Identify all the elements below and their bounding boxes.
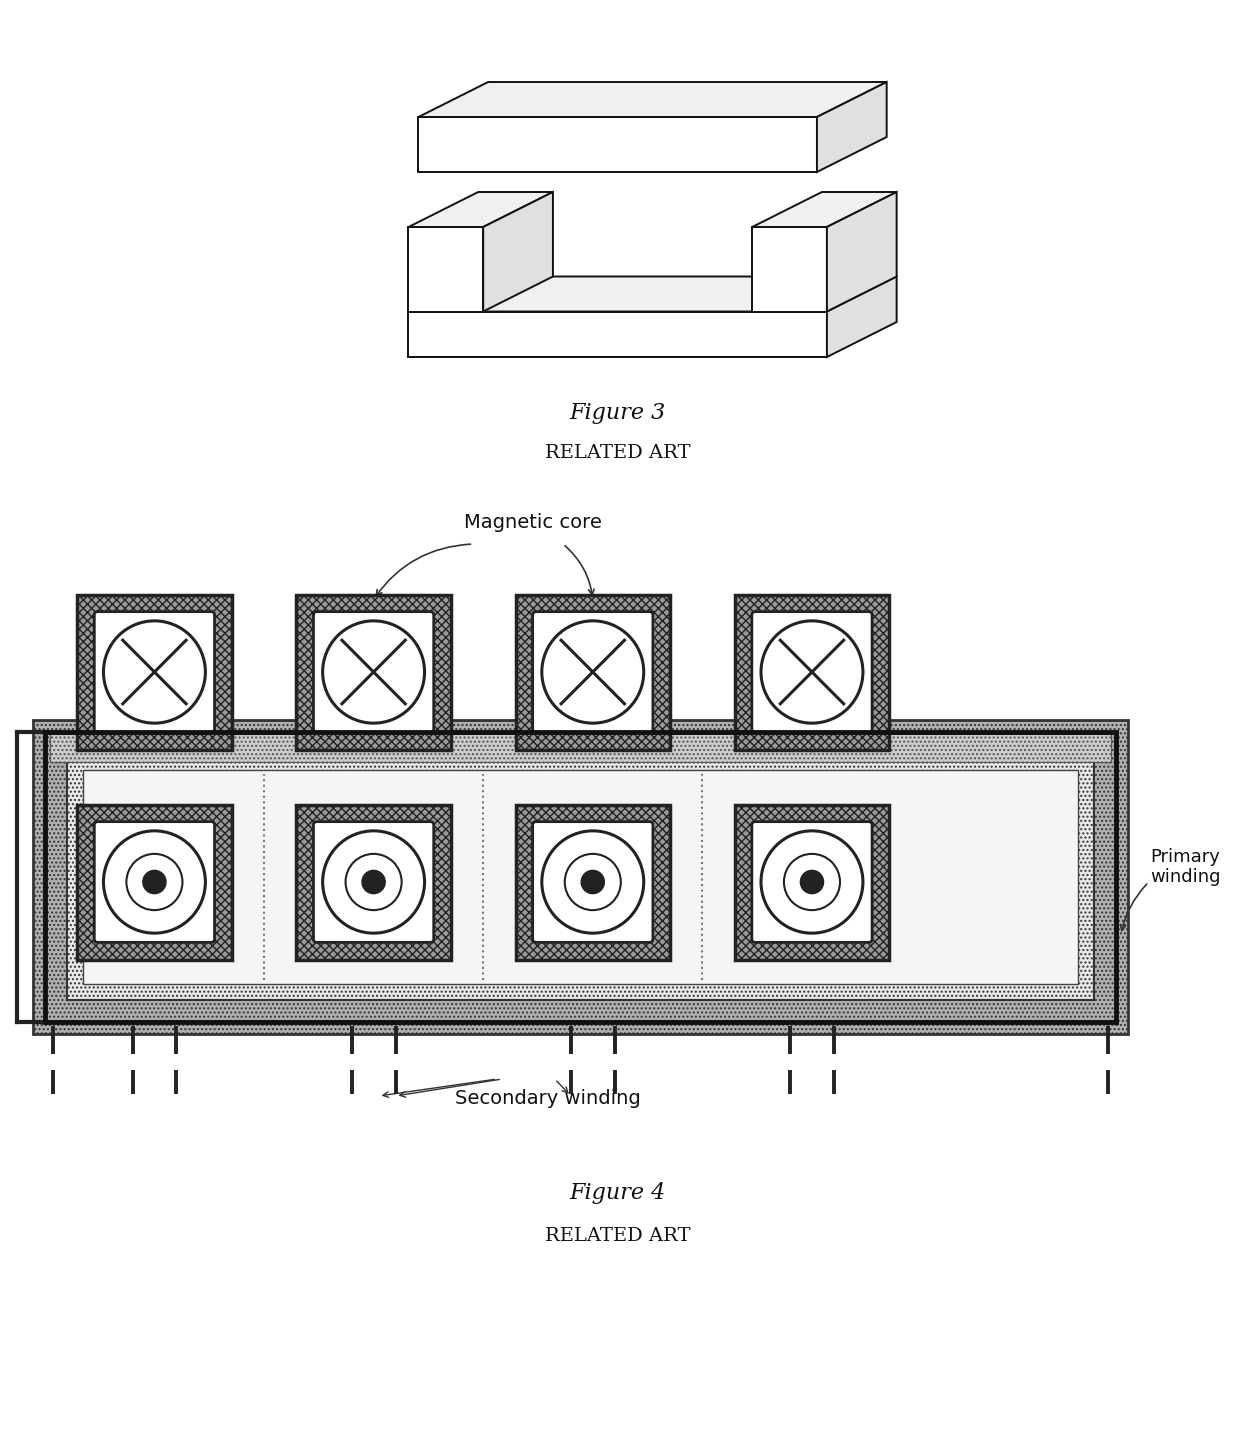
Polygon shape [753, 193, 897, 227]
Polygon shape [408, 227, 484, 312]
Bar [77, 805, 232, 960]
Circle shape [800, 871, 823, 894]
Polygon shape [827, 193, 897, 312]
Polygon shape [408, 193, 553, 227]
Circle shape [784, 854, 839, 910]
FancyBboxPatch shape [94, 822, 215, 943]
Bar [516, 805, 670, 960]
Polygon shape [418, 116, 817, 172]
Polygon shape [753, 227, 827, 312]
Text: RELATED ART: RELATED ART [544, 444, 691, 463]
Circle shape [322, 831, 424, 933]
FancyBboxPatch shape [94, 612, 215, 733]
Text: Figure 3: Figure 3 [569, 402, 666, 424]
Polygon shape [827, 276, 897, 356]
FancyBboxPatch shape [314, 822, 434, 943]
Bar [67, 754, 1094, 1000]
FancyBboxPatch shape [533, 612, 653, 733]
Text: Magnetic core: Magnetic core [464, 513, 601, 532]
Bar [33, 720, 1127, 1035]
Bar [296, 805, 451, 960]
Bar [296, 595, 451, 750]
Circle shape [103, 621, 206, 723]
Text: Secondary winding: Secondary winding [455, 1089, 641, 1108]
Circle shape [126, 854, 182, 910]
Circle shape [346, 854, 402, 910]
Polygon shape [817, 82, 887, 172]
Circle shape [564, 854, 621, 910]
Circle shape [103, 831, 206, 933]
Bar [735, 805, 889, 960]
Bar [735, 595, 889, 750]
Bar [83, 770, 1078, 984]
Bar [516, 595, 670, 750]
Circle shape [761, 831, 863, 933]
Text: Primary
winding: Primary winding [1151, 848, 1221, 887]
Bar [50, 734, 1111, 762]
Polygon shape [408, 312, 827, 356]
Bar [45, 731, 1116, 1022]
Text: Figure 4: Figure 4 [569, 1183, 666, 1204]
Circle shape [542, 621, 644, 723]
Circle shape [582, 871, 604, 894]
Polygon shape [418, 82, 887, 116]
FancyBboxPatch shape [533, 822, 653, 943]
Text: RELATED ART: RELATED ART [544, 1227, 691, 1244]
Circle shape [542, 831, 644, 933]
Polygon shape [408, 276, 897, 312]
Circle shape [322, 621, 424, 723]
Polygon shape [484, 193, 553, 312]
Circle shape [143, 871, 166, 894]
Circle shape [362, 871, 386, 894]
FancyBboxPatch shape [751, 612, 872, 733]
Bar [77, 595, 232, 750]
FancyBboxPatch shape [751, 822, 872, 943]
FancyBboxPatch shape [314, 612, 434, 733]
Circle shape [761, 621, 863, 723]
